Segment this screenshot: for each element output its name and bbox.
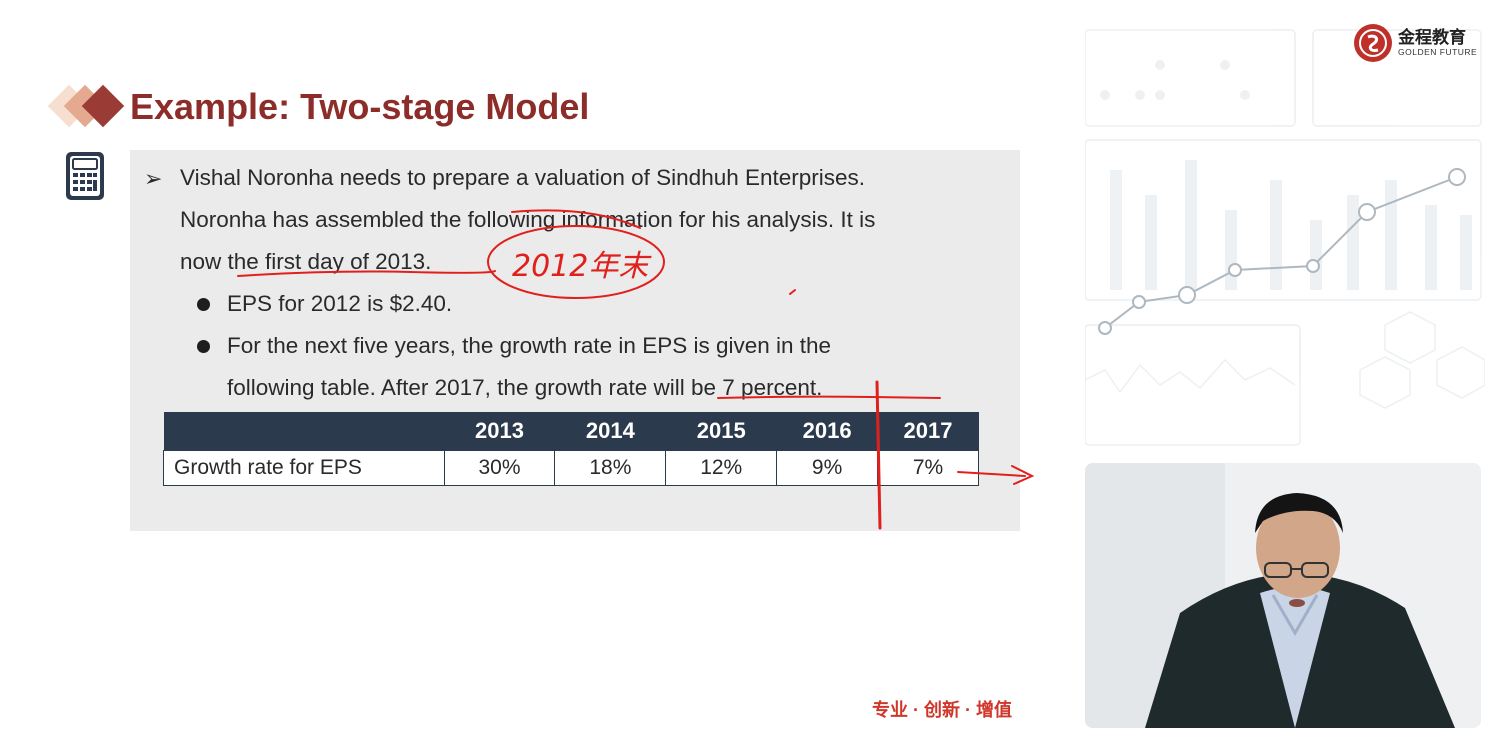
table-header-row: 2013 2014 2015 2016 2017 [163,412,979,451]
bullet-eps: EPS for 2012 is $2.40. [227,291,453,316]
page-title: Example: Two-stage Model [130,86,590,127]
calculator-icon [66,152,104,200]
table-cell: 18% [554,450,667,486]
table-cell: 12% [665,450,778,486]
growth-rate-table: 2013 2014 2015 2016 2017 Growth rate for… [163,412,979,486]
table-header-cell: 2013 [444,412,555,451]
table-header-cell: 2017 [877,412,979,451]
table-header-cell: 2014 [554,412,666,451]
logo-en-text: GOLDEN FUTURE [1398,47,1478,58]
table-cell: 30% [443,450,556,486]
arrow-bullet-icon: ➢ [144,166,163,191]
logo-cn-text: 金程教育 [1398,28,1466,48]
table-row-label: Growth rate for EPS [163,450,445,486]
paragraph-line-3: now the first day of 2013. [180,249,432,274]
diamonds-icon [46,80,126,136]
title-decoration [46,80,126,136]
table-header-cell: 2015 [665,412,777,451]
bullet-dot [197,298,210,311]
presenter-webcam [1085,463,1481,728]
bullet-growth-line-1: For the next five years, the growth rate… [227,333,832,358]
brand-logo: 金程教育 GOLDEN FUTURE [1354,24,1477,62]
table-row: Growth rate for EPS 30% 18% 12% 9% 7% [163,450,979,486]
paragraph-line-1: Vishal Noronha needs to prepare a valuat… [180,165,866,190]
table-header-cell [163,412,445,451]
table-cell: 7% [877,450,979,486]
paragraph-line-2: Noronha has assembled the following info… [180,207,876,232]
slogan-text: 专业 · 创新 · 增值 [872,700,1012,720]
table-cell: 9% [776,450,879,486]
bullet-growth-line-2: following table. After 2017, the growth … [227,375,823,400]
table-header-cell: 2016 [776,412,878,451]
infographic-background [1085,29,1485,446]
bullet-dot [197,340,210,353]
logo-icon [1354,24,1392,62]
